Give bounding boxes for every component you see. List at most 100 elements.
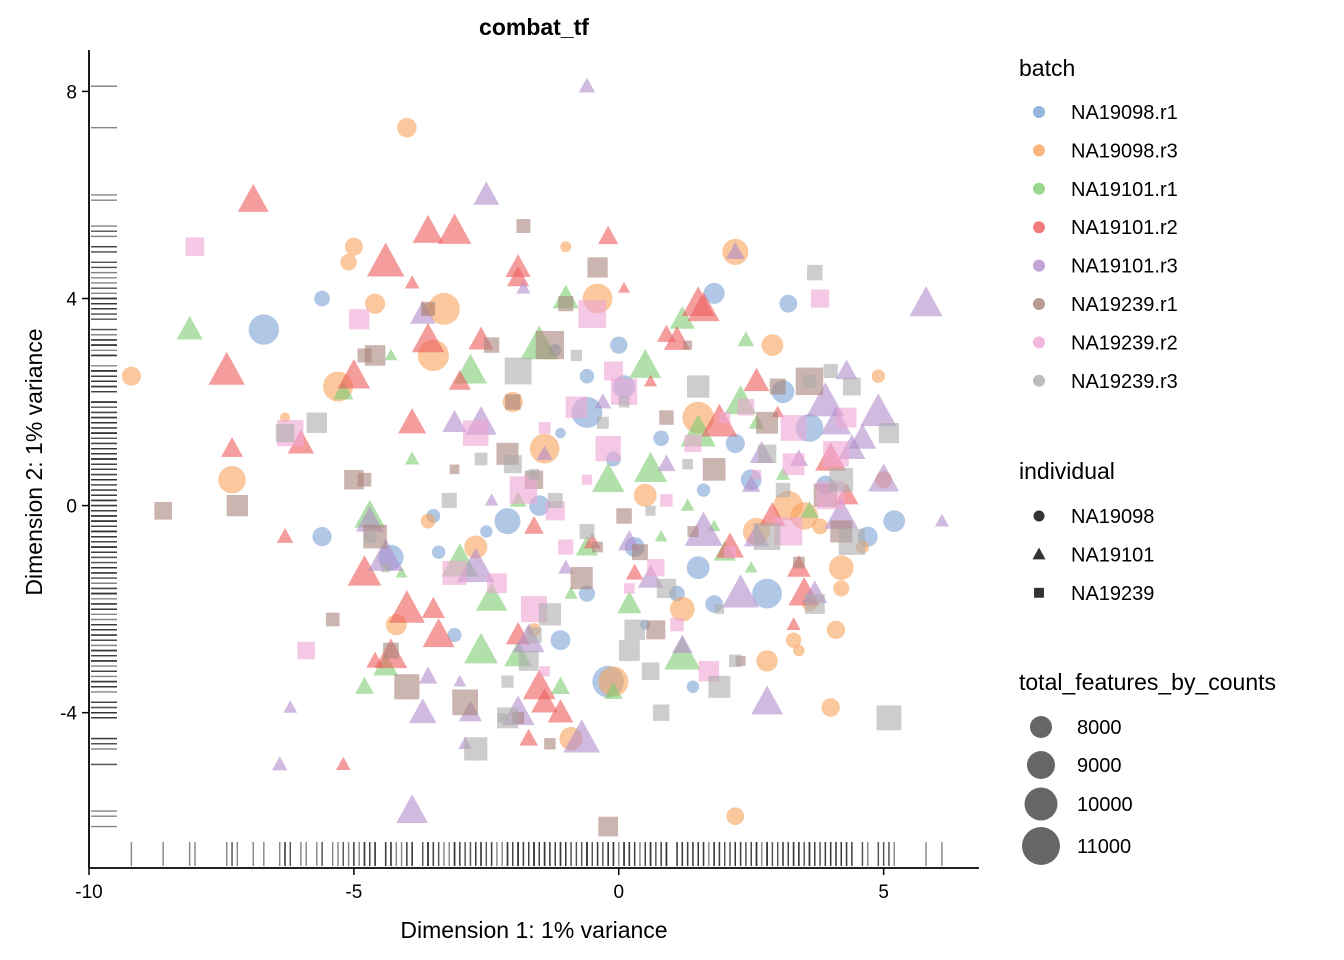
point-na19098-r3 — [761, 334, 784, 356]
point-na19101-r1 — [404, 451, 420, 465]
point-na19239-r1 — [420, 301, 436, 316]
point-na19098-r1 — [447, 627, 462, 643]
point-na19101-r2 — [237, 183, 269, 212]
point-na19101-r2 — [687, 291, 720, 322]
point-na19239-r3 — [596, 416, 609, 429]
legend-title-individual: individual — [1019, 458, 1115, 484]
point-na19101-r1 — [629, 349, 662, 378]
x-axis-label: Dimension 1: 1% variance — [400, 917, 667, 943]
point-na19101-r3 — [283, 700, 298, 713]
point-na19239-r1 — [793, 556, 805, 569]
legend-layer: batch NA19098.r1 NA19098.r3 NA19101.r1 NA191… — [1019, 55, 1276, 865]
legend-label-batch: NA19098.r3 — [1071, 140, 1178, 162]
point-na19098-r1 — [248, 314, 280, 345]
point-na19101-r2 — [743, 367, 770, 392]
point-na19101-r2 — [347, 555, 382, 586]
point-na19239-r1 — [449, 464, 460, 475]
point-na19101-r1 — [332, 380, 354, 400]
point-na19101-r2 — [366, 651, 384, 668]
point-na19239-r3 — [618, 396, 630, 408]
point-na19239-r1 — [154, 501, 173, 520]
point-na19239-r2 — [719, 411, 731, 424]
point-na19098-r3 — [812, 518, 829, 535]
y-tick-label: 0 — [66, 497, 77, 518]
point-na19239-r1 — [598, 816, 619, 837]
point-na19101-r2 — [412, 214, 444, 243]
point-na19101-r3 — [909, 286, 943, 317]
point-na19239-r2 — [539, 666, 550, 677]
point-na19101-r3 — [484, 493, 499, 506]
point-na19239-r1 — [702, 458, 726, 481]
point-na19101-r1 — [564, 586, 578, 599]
point-na19101-r1 — [654, 529, 668, 542]
point-na19239-r2 — [297, 641, 315, 660]
point-na19239-r1 — [383, 642, 399, 659]
point-na19239-r3 — [547, 492, 563, 508]
point-na19098-r1 — [752, 578, 782, 609]
point-na19239-r2 — [782, 453, 805, 476]
y-tick-label: 4 — [66, 290, 77, 311]
point-na19101-r3 — [473, 181, 500, 205]
x-tick-label: -5 — [345, 882, 362, 903]
point-na19098-r3 — [633, 483, 657, 507]
point-na19239-r3 — [570, 349, 583, 362]
point-na19101-r2 — [524, 515, 544, 534]
point-na19101-r1 — [633, 451, 668, 482]
point-na19239-r3 — [645, 505, 656, 516]
point-na19101-r2 — [716, 532, 744, 558]
point-na19101-r1 — [355, 676, 374, 694]
point-na19239-r3 — [618, 640, 640, 661]
point-na19098-r3 — [427, 292, 460, 325]
legend-key-batch — [1033, 106, 1045, 118]
point-na19098-r1 — [312, 527, 332, 547]
point-na19101-r3 — [722, 574, 759, 608]
point-na19101-r3 — [367, 538, 404, 571]
point-na19239-r3 — [526, 627, 542, 643]
point-na19101-r2 — [643, 374, 658, 387]
point-na19239-r2 — [509, 476, 538, 504]
point-na19101-r2 — [786, 617, 801, 631]
point-na19239-r2 — [581, 474, 593, 485]
point-na19239-r3 — [518, 650, 539, 671]
point-na19239-r3 — [275, 423, 295, 443]
point-na19098-r3 — [793, 644, 805, 657]
point-na19098-r3 — [828, 555, 854, 581]
point-na19101-r2 — [404, 275, 420, 289]
point-na19239-r2 — [442, 560, 467, 585]
point-na19101-r1 — [395, 566, 408, 578]
point-na19101-r1 — [591, 462, 625, 493]
point-na19098-r1 — [494, 508, 521, 535]
point-na19101-r2 — [598, 225, 619, 245]
point-na19101-r3 — [835, 359, 858, 380]
point-na19239-r2 — [836, 407, 857, 428]
point-na19098-r3 — [756, 650, 778, 672]
point-na19239-r2 — [737, 398, 755, 416]
point-na19101-r1 — [176, 315, 203, 340]
point-na19239-r3 — [306, 412, 327, 433]
point-na19101-r1 — [744, 561, 758, 573]
axes-layer: -10 -5 0 5 -4 0 4 8 — [60, 50, 979, 903]
point-na19239-r3 — [838, 528, 865, 555]
point-na19239-r2 — [462, 420, 489, 446]
point-na19239-r3 — [656, 578, 677, 599]
point-na19098-r3 — [773, 490, 804, 521]
point-na19239-r1 — [226, 494, 248, 517]
point-na19239-r1 — [616, 508, 632, 524]
point-na19101-r1 — [800, 501, 819, 518]
legend-label-individual: NA19101 — [1071, 544, 1154, 566]
point-na19101-r2 — [531, 688, 558, 713]
point-na19239-r1 — [756, 411, 778, 434]
point-na19239-r2 — [723, 546, 737, 559]
point-na19098-r3 — [821, 698, 840, 717]
point-na19101-r2 — [335, 756, 351, 771]
point-na19239-r1 — [646, 620, 666, 640]
point-na19101-r2 — [411, 322, 445, 353]
point-na19239-r1 — [344, 469, 364, 490]
point-na19239-r3 — [829, 467, 854, 492]
point-na19101-r3 — [578, 77, 596, 93]
point-na19101-r2 — [388, 590, 425, 623]
point-na19101-r3 — [516, 280, 531, 294]
point-na19239-r1 — [687, 525, 699, 538]
point-na19101-r1 — [464, 632, 498, 664]
